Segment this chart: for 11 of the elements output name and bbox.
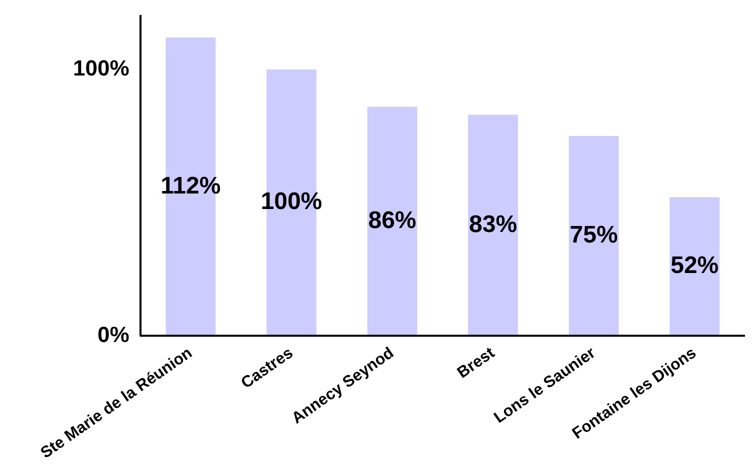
data-label: 86% — [368, 206, 416, 234]
bar — [468, 114, 518, 336]
bar — [367, 106, 418, 336]
y-tick-label: 0% — [97, 322, 130, 347]
data-label: 83% — [469, 210, 518, 238]
data-label: 52% — [670, 252, 719, 280]
data-label: 100% — [260, 188, 322, 216]
bar — [568, 136, 619, 336]
data-label: 75% — [570, 222, 618, 249]
data-label: 112% — [160, 172, 221, 200]
bar — [670, 197, 720, 336]
